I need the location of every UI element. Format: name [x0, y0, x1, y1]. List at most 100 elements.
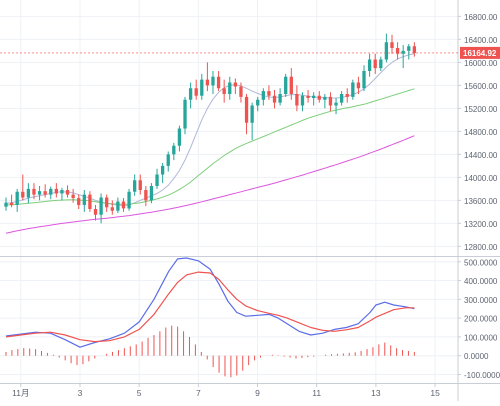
candle-body	[4, 202, 8, 207]
candle-body	[328, 96, 333, 106]
candle-body	[60, 190, 64, 194]
candle-body	[216, 76, 221, 89]
ma-long-line	[5, 135, 415, 234]
candle-body	[339, 94, 344, 103]
time-tick-label: 9	[255, 388, 260, 398]
last-price-label-bg	[460, 46, 500, 59]
moving-average-lines	[0, 52, 458, 234]
time-tick-label: 13	[371, 388, 381, 398]
candle-body	[21, 191, 25, 198]
candle-body	[295, 94, 299, 106]
candle-body	[105, 197, 109, 208]
candle-body	[205, 79, 210, 86]
price-tick-label: 15600.00	[464, 82, 498, 91]
price-tick-label: 16800.00	[464, 13, 498, 22]
last-price-label: 16164.92	[463, 49, 497, 58]
candle-body	[334, 102, 338, 106]
time-tick-label: 5	[137, 388, 142, 398]
candle-body	[166, 154, 170, 166]
candle-body	[228, 82, 232, 94]
candle-body	[183, 99, 187, 129]
price-axis-labels: 12800.00 13200.00 13600.00 14000.00 14400.00…	[458, 13, 498, 252]
candle-body	[121, 201, 126, 209]
candle-body	[362, 71, 366, 89]
time-tick-label: 11	[312, 388, 321, 398]
candle-body	[99, 197, 103, 215]
candle-body	[278, 94, 282, 103]
candle-body	[127, 191, 131, 209]
candle-body	[71, 194, 75, 199]
macd-tick-label: -100.0000	[464, 371, 500, 380]
candle-body	[37, 191, 42, 195]
macd-grid	[0, 261, 458, 375]
time-tick-label: 7	[196, 388, 201, 398]
candle-body	[222, 88, 226, 94]
signal-line	[5, 271, 415, 343]
candle-body	[412, 46, 417, 53]
candle-body	[155, 174, 159, 186]
candle-body	[289, 76, 293, 94]
candle-body	[401, 50, 405, 54]
candle-body	[407, 46, 411, 51]
candle-body	[200, 79, 204, 96]
macd-tick-label: 500.0000	[464, 258, 498, 267]
candle-body	[272, 95, 277, 103]
macd-tick-label: 0.0000	[464, 352, 489, 361]
price-tick-label: 14400.00	[464, 151, 498, 160]
price-tick-label: 15200.00	[464, 105, 498, 114]
ma-short-line	[5, 53, 415, 207]
candle-body	[261, 91, 265, 100]
macd-tick-label: 200.0000	[464, 315, 498, 324]
price-tick-label: 13600.00	[464, 197, 498, 206]
candle-body	[211, 76, 215, 86]
candle-body	[15, 191, 19, 205]
macd-histogram	[5, 325, 415, 378]
candle-body	[300, 95, 305, 106]
candle-body	[367, 59, 372, 71]
candle-body	[133, 180, 137, 192]
candle-body	[172, 145, 176, 155]
candle-body	[194, 88, 198, 96]
candle-body	[351, 82, 355, 97]
price-tick-label: 16000.00	[464, 59, 498, 68]
candle-body	[306, 95, 310, 99]
candle-body	[26, 188, 31, 198]
macd-line	[5, 257, 415, 348]
candle-body	[395, 48, 400, 54]
time-axis-labels: 11月 3 5 7 9 11 13 15	[12, 383, 440, 398]
candle-body	[267, 91, 271, 96]
candle-body	[233, 82, 238, 87]
ma-mid-line	[5, 88, 415, 206]
macd-tick-label: 100.0000	[464, 333, 498, 342]
candle-body	[32, 188, 36, 195]
candle-body	[93, 209, 98, 215]
candle-body	[177, 128, 182, 146]
candle-body	[54, 188, 59, 194]
candlesticks	[4, 33, 417, 224]
candle-body	[384, 42, 389, 60]
macd-axis-labels: -100.0000 0.0000 100.0000 200.0000 300.0000 4…	[458, 258, 500, 380]
macd-tick-label: 300.0000	[464, 296, 498, 305]
candle-body	[312, 95, 316, 99]
candle-body	[49, 188, 53, 195]
macd-lines	[5, 257, 415, 348]
candle-body	[256, 99, 260, 106]
candle-body	[43, 191, 47, 195]
candle-body	[65, 190, 70, 195]
candle-body	[379, 59, 383, 69]
candle-body	[138, 180, 142, 191]
price-grid	[0, 0, 458, 383]
candle-body	[9, 202, 14, 205]
candle-body	[116, 201, 120, 211]
price-tick-label: 14000.00	[464, 174, 498, 183]
candle-body	[77, 198, 81, 205]
price-tick-label: 13200.00	[464, 220, 498, 229]
candle-body	[284, 76, 288, 94]
candle-body	[110, 207, 114, 211]
candle-body	[317, 95, 321, 100]
time-tick-label: 11月	[12, 388, 29, 398]
candle-body	[88, 194, 92, 209]
candle-body	[244, 96, 249, 123]
